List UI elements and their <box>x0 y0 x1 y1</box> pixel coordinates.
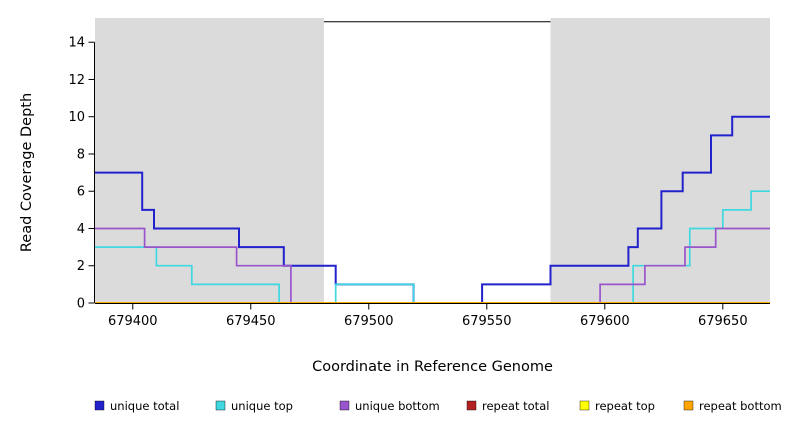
y-tick-label: 2 <box>77 259 85 274</box>
legend: unique total unique top unique bottom repea… <box>94 399 782 413</box>
legend-item-repeat-total: repeat total <box>466 399 549 413</box>
legend-item-repeat-top: repeat top <box>579 399 655 413</box>
y-tick-label: 6 <box>77 185 85 200</box>
series-line-unique-top <box>95 190 770 304</box>
legend-item-unique-bottom: unique bottom <box>339 399 440 413</box>
legend-item-unique-total: unique total <box>94 399 179 413</box>
legend-swatch-repeat-total <box>466 400 477 411</box>
x-tick-label: 679550 <box>462 314 512 329</box>
x-tick-label: 679400 <box>108 314 158 329</box>
x-axis-label: Coordinate in Reference Genome <box>312 359 553 375</box>
legend-swatch-unique-bottom <box>339 400 350 411</box>
shaded-regions <box>95 18 770 303</box>
series-line-unique-total <box>95 115 770 304</box>
legend-item-repeat-bottom: repeat bottom <box>683 399 782 413</box>
x-tick-label: 679650 <box>698 314 748 329</box>
x-tick-label: 679500 <box>344 314 394 329</box>
y-tick-label: 8 <box>77 147 85 162</box>
legend-swatch-repeat-bottom <box>683 400 694 411</box>
x-axis: 679400 679450 679500 679550 679600 679650 <box>95 303 770 329</box>
legend-label-repeat-bottom: repeat bottom <box>699 399 782 413</box>
y-axis-label: Read Coverage Depth <box>19 93 35 252</box>
legend-label-repeat-top: repeat top <box>595 399 655 413</box>
legend-swatch-unique-top <box>215 400 226 411</box>
legend-item-unique-top: unique top <box>215 399 293 413</box>
legend-swatch-repeat-top <box>579 400 590 411</box>
y-axis: 0 2 4 6 8 10 12 14 <box>68 36 95 312</box>
x-tick-label: 679600 <box>580 314 630 329</box>
y-tick-label: 14 <box>68 36 85 51</box>
y-tick-label: 4 <box>77 222 85 237</box>
shaded-region <box>95 18 324 303</box>
legend-label-repeat-total: repeat total <box>482 399 549 413</box>
y-tick-label: 10 <box>68 110 85 125</box>
legend-label-unique-top: unique top <box>231 399 293 413</box>
y-tick-label: 12 <box>68 73 85 88</box>
y-tick-label: 0 <box>77 297 85 312</box>
series-line-unique-bottom <box>95 227 770 304</box>
x-tick-label: 679450 <box>226 314 276 329</box>
shaded-region <box>550 18 770 303</box>
legend-label-unique-bottom: unique bottom <box>355 399 440 413</box>
legend-swatch-unique-total <box>94 400 105 411</box>
legend-label-unique-total: unique total <box>110 399 179 413</box>
